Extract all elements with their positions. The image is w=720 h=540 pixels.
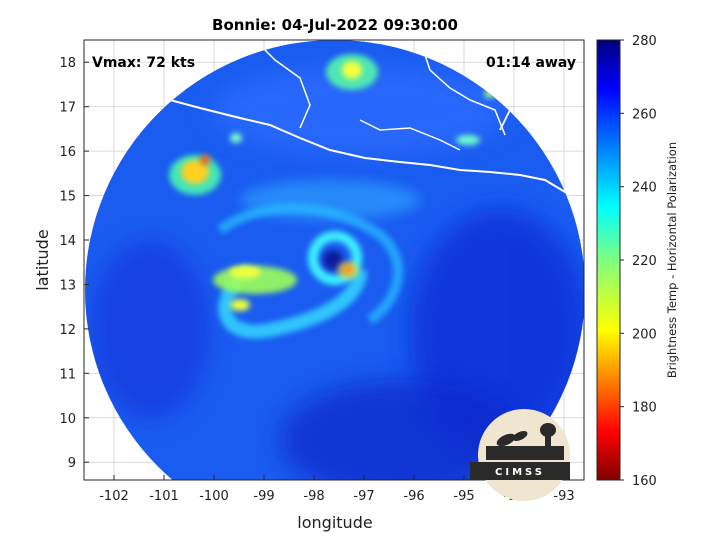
x-tick-label: -97 [353, 489, 374, 504]
y-tick-label: 17 [59, 101, 76, 116]
logo-dish-1 [496, 433, 516, 447]
colorbar-tick-label: 200 [632, 327, 657, 342]
rainband-outer [217, 203, 403, 325]
eyewall-ring [308, 231, 362, 285]
rainband-spiral [218, 264, 367, 339]
vmax-annotation: Vmax: 72 kts [92, 55, 195, 71]
axes-frame [83, 39, 585, 481]
colorbar-tick-label: 220 [632, 254, 657, 269]
x-axis-label: longitude [297, 513, 372, 532]
border-line-2 [419, 40, 506, 136]
y-tick-label: 15 [59, 190, 76, 205]
x-tick-label: -93 [553, 489, 574, 504]
convection-nw-small [230, 133, 242, 143]
x-tick-label: -95 [453, 489, 474, 504]
border-line-1 [254, 40, 311, 129]
logo-dish-2 [512, 431, 528, 441]
storm-eye [323, 250, 343, 270]
logo-banner [470, 462, 570, 480]
border-line-3 [359, 119, 461, 151]
band-sw [230, 299, 250, 311]
y-axis-label: latitude [33, 229, 52, 290]
colorbar: 160 180 200 220 240 260 280 Brightness Temp - … [596, 34, 679, 489]
y-tick-label: 9 [68, 456, 76, 471]
band-west-core [229, 266, 261, 278]
chart-title: Bonnie: 04-Jul-2022 09:30:00 [212, 16, 458, 34]
logo-building [486, 446, 564, 460]
y-tick-label: 14 [59, 234, 76, 249]
colorbar-tick-label: 180 [632, 401, 657, 416]
cimss-logo: CIMSS [470, 409, 570, 501]
mexico-coastline [119, 74, 584, 206]
colorbar-gradient [596, 39, 621, 481]
y-tick-label: 12 [59, 323, 76, 338]
field-deep-west [90, 240, 210, 420]
x-tick-label: -101 [149, 489, 179, 504]
field-deep-south [280, 380, 520, 480]
x-tick-label: -102 [99, 489, 129, 504]
colorbar-tick-label: 160 [632, 474, 657, 489]
time-away-annotation: 01:14 away [486, 55, 576, 71]
eyewall-yellow [337, 261, 359, 279]
y-tick-label: 18 [59, 56, 76, 71]
y-axis-ticks: 9 10 11 12 13 14 15 16 17 18 [59, 56, 89, 471]
x-axis-ticks: -102-101-100-99-98-97-96-95-94-93 [99, 475, 575, 504]
colorbar-ticks: 160 180 200 220 240 260 280 [620, 34, 657, 489]
logo-tower [545, 432, 551, 458]
colorbar-label: Brightness Temp - Horizontal Polarizatio… [665, 142, 679, 378]
y-tick-label: 11 [59, 367, 76, 382]
convection-nw-core [200, 155, 210, 165]
logo-text: CIMSS [495, 467, 545, 478]
land-spot-core [342, 61, 362, 79]
colorbar-tick-label: 240 [632, 181, 657, 196]
colorbar-tick-label: 280 [632, 34, 657, 49]
x-tick-label: -100 [199, 489, 229, 504]
logo-tank [540, 423, 556, 437]
x-tick-label: -99 [253, 489, 274, 504]
x-tick-label: -98 [303, 489, 324, 504]
y-tick-label: 10 [59, 412, 76, 427]
y-tick-label: 13 [59, 278, 76, 293]
convection-nw [181, 160, 209, 184]
coast-spot [456, 135, 480, 145]
colorbar-tick-label: 260 [632, 107, 657, 122]
brightness-temp-field [85, 40, 584, 480]
x-tick-label: -96 [403, 489, 424, 504]
y-tick-label: 16 [59, 145, 76, 160]
